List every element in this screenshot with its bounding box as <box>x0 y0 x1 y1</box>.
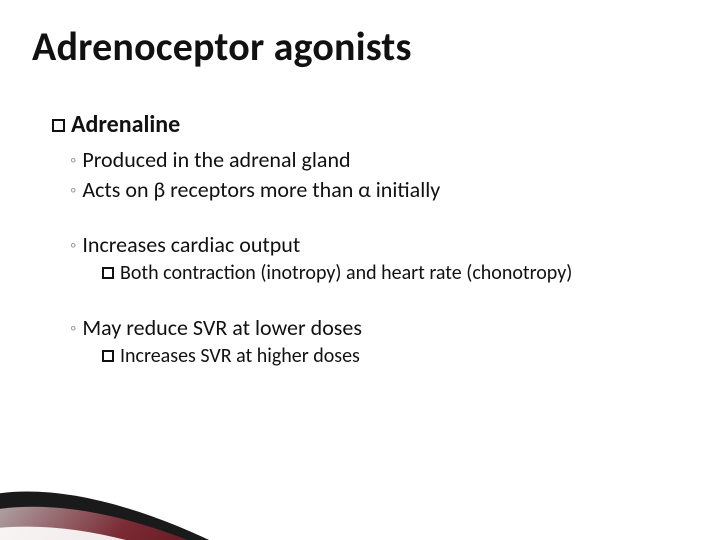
decorative-swoosh-icon <box>0 440 270 540</box>
ring-bullet-icon: ◦ <box>70 317 76 339</box>
heading-text: Adrenaline <box>71 110 180 139</box>
slide: Adrenoceptor agonists Adrenaline ◦ Produc… <box>0 0 720 540</box>
bullet-svr-lower: ◦ May reduce SVR at lower doses <box>70 313 682 343</box>
square-bullet-icon <box>102 267 114 279</box>
bullet-text: Produced in the adrenal gland <box>82 146 350 173</box>
subbullet-inotropy: Both contraction (inotropy) and heart ra… <box>102 260 682 287</box>
spacer <box>52 287 682 313</box>
heading-adrenaline: Adrenaline <box>52 110 682 139</box>
ring-bullet-icon: ◦ <box>70 179 76 201</box>
bullet-produced: ◦ Produced in the adrenal gland <box>70 145 682 175</box>
square-bullet-icon <box>102 350 114 362</box>
spacer <box>52 204 682 230</box>
subbullet-svr-higher: Increases SVR at higher doses <box>102 343 682 370</box>
square-bullet-icon <box>52 119 65 132</box>
ring-bullet-icon: ◦ <box>70 149 76 171</box>
bullet-text: Increases cardiac output <box>82 231 300 258</box>
bullet-text: May reduce SVR at lower doses <box>82 314 362 341</box>
bullet-text: Increases SVR at higher doses <box>120 344 360 368</box>
bullet-cardiac-output: ◦ Increases cardiac output <box>70 230 682 260</box>
bullet-text: Acts on β receptors more than α initiall… <box>82 176 440 203</box>
content-block: Adrenaline ◦ Produced in the adrenal glan… <box>52 110 682 370</box>
ring-bullet-icon: ◦ <box>70 234 76 256</box>
bullet-text: Both contraction (inotropy) and heart ra… <box>120 261 572 285</box>
page-title: Adrenoceptor agonists <box>32 22 412 71</box>
bullet-acts-on: ◦ Acts on β receptors more than α initial… <box>70 175 682 205</box>
